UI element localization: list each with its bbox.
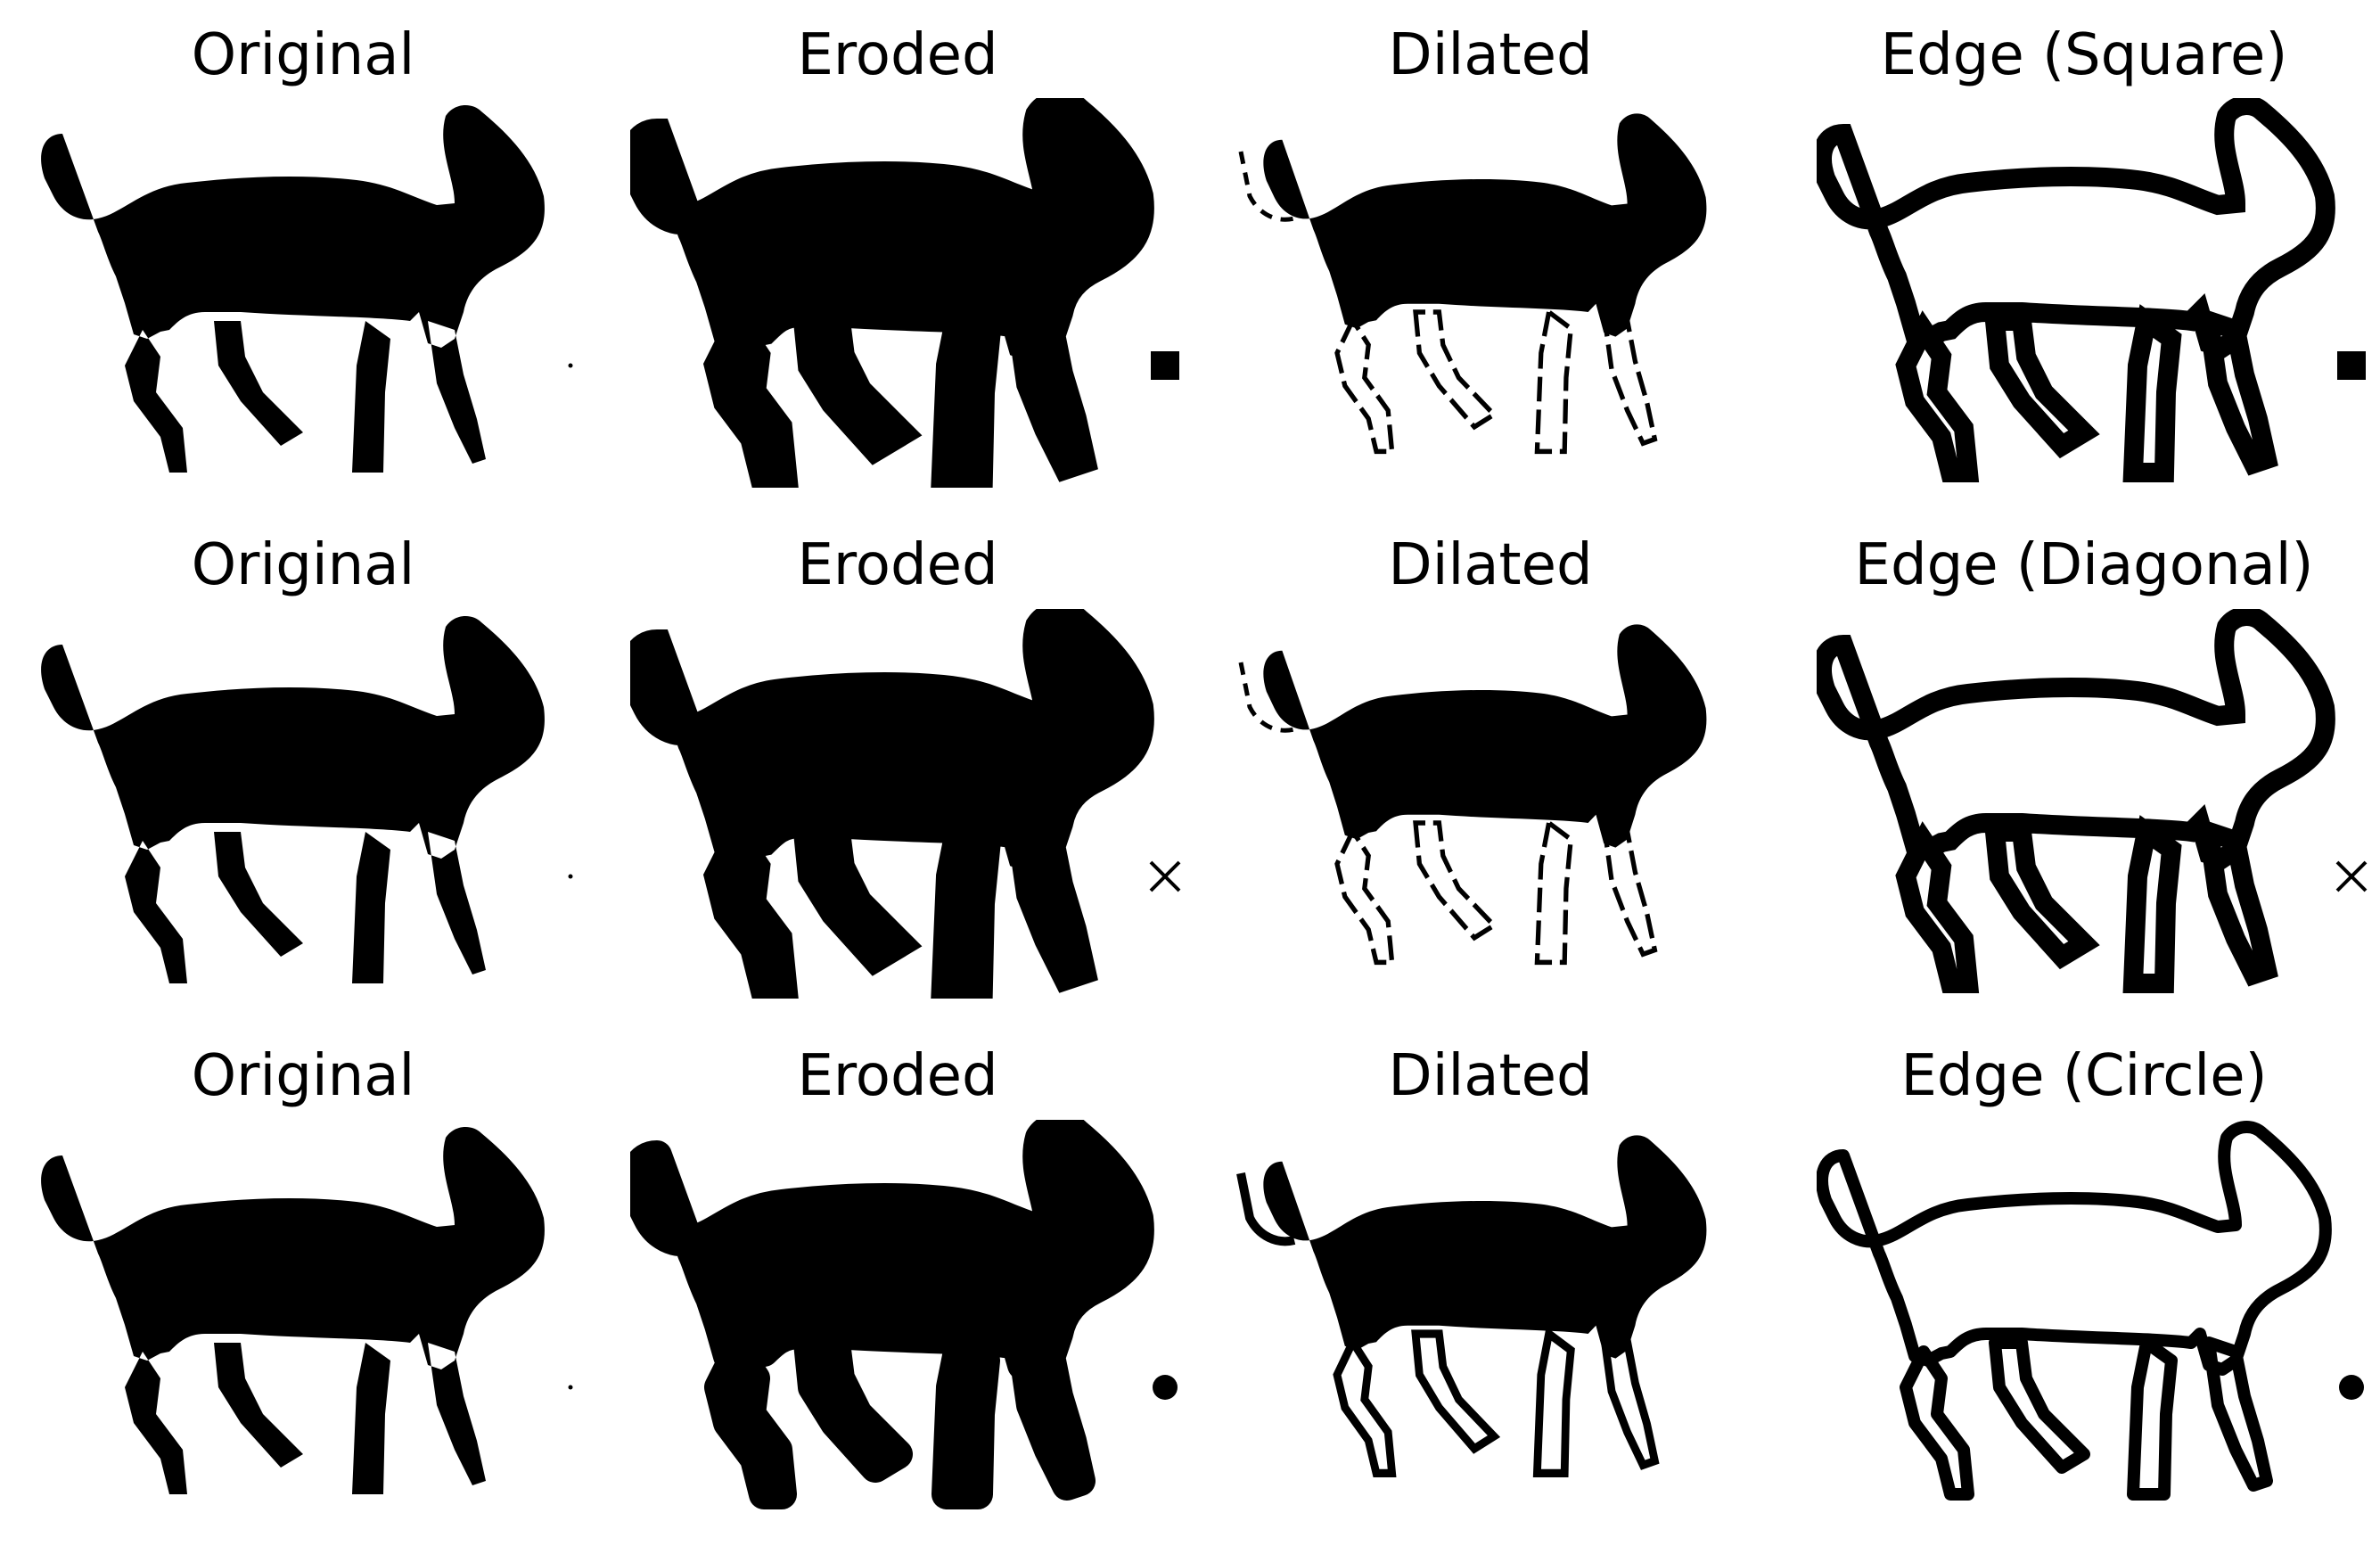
panel-title: Original (191, 532, 415, 598)
cat-tail-fragment (1236, 1172, 1296, 1246)
kernel-circle-icon (2339, 1375, 2364, 1400)
panel-image-edge (1817, 609, 2380, 1001)
cat-leg-fragment (1598, 1328, 1660, 1470)
cat-silhouette-thick (630, 609, 1154, 999)
cat-leg-fragment (1334, 826, 1395, 966)
kernel-dot (568, 874, 573, 879)
panel-image-original (36, 1120, 606, 1512)
kernel-diagonal-icon (2335, 860, 2368, 892)
cat-silhouette (41, 1127, 545, 1494)
kernel-square-icon (2337, 351, 2366, 380)
panel-title: Original (191, 1043, 415, 1109)
panel-image-dilated (1223, 1120, 1793, 1512)
panel-image-original (36, 98, 606, 490)
cat-silhouette (41, 616, 545, 983)
cat-leg-fragment (1413, 309, 1498, 431)
cat-leg-fragment (1413, 820, 1498, 942)
cat-leg-fragment (1334, 315, 1395, 455)
panel-title: Eroded (797, 532, 998, 598)
cat-silhouette-thin (1263, 113, 1707, 337)
kernel-circle-icon (1153, 1375, 1178, 1400)
cat-tail-fragment (1238, 151, 1295, 222)
cat-silhouette-thick (630, 98, 1154, 488)
panel-title: Original (191, 22, 415, 88)
cat-leg-fragment (1534, 308, 1574, 455)
cat-outline (1817, 1121, 2332, 1501)
cat-leg-fragment (1600, 308, 1658, 447)
cat-leg-fragment (1600, 818, 1658, 958)
cat-outline (1817, 609, 2335, 993)
cat-tail-fragment (1238, 662, 1295, 733)
panel-title: Dilated (1388, 1043, 1593, 1109)
panel-title: Dilated (1388, 532, 1593, 598)
panel-title: Edge (Diagonal) (1854, 532, 2314, 598)
panel-image-edge (1817, 98, 2380, 490)
kernel-square-icon (1151, 351, 1179, 380)
panel-image-eroded (630, 1120, 1201, 1512)
panel-title: Dilated (1388, 22, 1593, 88)
panel-image-edge (1817, 1120, 2380, 1512)
panel-image-dilated (1223, 98, 1793, 490)
panel-image-eroded (630, 609, 1201, 1001)
cat-leg-fragment (1333, 1334, 1397, 1478)
panel-image-dilated (1223, 609, 1793, 1001)
cat-silhouette-thin (1263, 624, 1707, 848)
cat-silhouette-thin (1263, 1135, 1707, 1359)
panel-image-eroded (630, 98, 1201, 490)
kernel-diagonal-icon (1149, 860, 1181, 892)
panel-title: Eroded (797, 22, 998, 88)
kernel-dot (568, 1385, 573, 1390)
cat-silhouette-thick (630, 1120, 1154, 1509)
panel-title: Eroded (797, 1043, 998, 1109)
panel-title: Edge (Circle) (1900, 1043, 2268, 1109)
cat-leg-fragment (1411, 1329, 1501, 1454)
cat-outline (1817, 98, 2335, 482)
cat-leg-fragment (1534, 818, 1574, 966)
kernel-dot (568, 363, 573, 368)
cat-leg-fragment (1532, 1327, 1575, 1478)
panel-title: Edge (Square) (1880, 22, 2288, 88)
cat-silhouette (41, 105, 545, 473)
panel-image-original (36, 609, 606, 1001)
